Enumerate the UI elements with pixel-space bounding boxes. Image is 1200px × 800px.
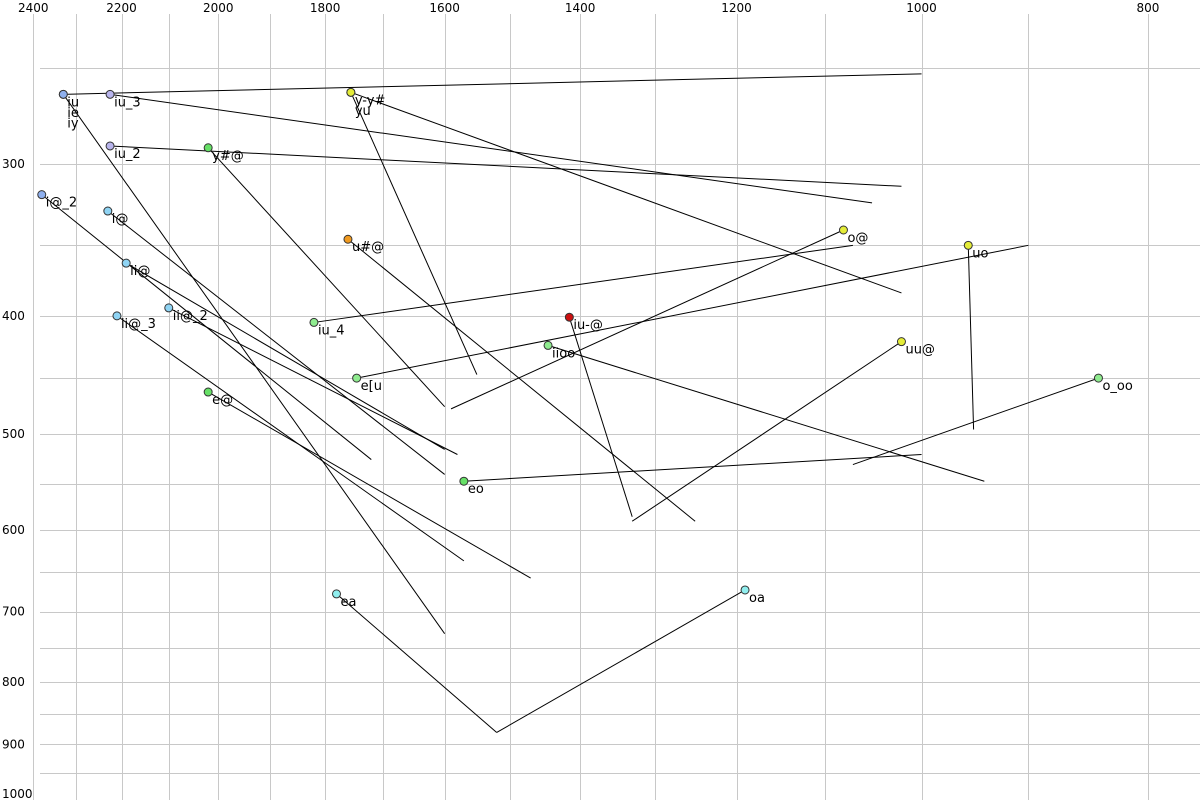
vowel-label: o_oo <box>1102 379 1132 394</box>
vowel-label: oa <box>749 591 765 606</box>
vowel-point <box>203 387 213 397</box>
trajectory-line <box>547 344 985 482</box>
trajectory-line <box>207 391 531 579</box>
trajectory-line <box>568 317 633 517</box>
vowel-label: iu_3 <box>114 95 141 110</box>
vowel-point <box>105 141 115 151</box>
y-tick-label: 300 <box>2 157 25 171</box>
vowel-point <box>838 225 848 235</box>
vowel-label: u#@ <box>352 240 384 255</box>
trajectory-line <box>496 589 746 733</box>
vowel-point <box>121 258 131 268</box>
vowel-point <box>58 89 68 99</box>
vowel-point <box>309 317 319 327</box>
vowel-label: y-y# yu <box>355 93 386 119</box>
x-tick-label: 1600 <box>429 1 460 15</box>
trajectory-line <box>356 244 1029 379</box>
vowel-label: uo <box>972 246 988 261</box>
trajectory-line <box>350 92 478 375</box>
trajectories <box>41 73 1099 733</box>
y-tick-label: 900 <box>2 737 25 751</box>
vowel-label: e[u <box>361 379 382 394</box>
vowel-point <box>112 311 122 321</box>
trajectory-line <box>350 91 902 294</box>
vowel-label: iu_4 <box>318 323 345 338</box>
vowel-point <box>352 373 362 383</box>
trajectory-line <box>63 73 922 95</box>
vowel-label: eo <box>468 482 484 497</box>
trajectory-line <box>631 341 902 522</box>
x-tick-label: 1800 <box>310 1 341 15</box>
trajectory-line <box>207 147 446 408</box>
vowel-label: iu ie iy <box>67 95 79 131</box>
vowel-label: ii@_3 <box>121 317 156 332</box>
trajectory-line <box>463 453 922 482</box>
trajectory-line <box>125 262 445 450</box>
vowel-label: iioo <box>552 346 575 361</box>
vowel-points <box>37 87 1103 599</box>
grid-lines <box>33 14 1200 800</box>
trajectory-line <box>450 229 844 410</box>
y-tick-label: 800 <box>2 675 25 689</box>
vowel-label: ii@_2 <box>173 309 208 324</box>
x-tick-label: 1200 <box>721 1 752 15</box>
vowel-point <box>459 476 469 486</box>
x-tick-label: 1000 <box>906 1 937 15</box>
x-tick-label: 2200 <box>106 1 137 15</box>
x-tick-label: 2400 <box>18 1 49 15</box>
trajectory-line <box>107 210 445 475</box>
vowel-point <box>203 143 213 153</box>
vowel-point <box>105 89 115 99</box>
trajectory-line <box>110 145 902 187</box>
vowel-label: ea <box>340 595 356 610</box>
vowel-labels: iu ie iy iu_3 iu_2 i@_2 i@ ii@ ii@_2 ii@_3 e@ y#@ y-… <box>46 93 1133 610</box>
vowel-label: uu@ <box>905 343 934 358</box>
vowel-point <box>164 303 174 313</box>
x-tick-label: 800 <box>1137 1 1160 15</box>
vowel-point <box>37 190 47 200</box>
y-tick-label: 600 <box>2 523 25 537</box>
trajectory-line <box>967 245 975 430</box>
vowel-label: y#@ <box>212 149 244 164</box>
y-tick-label: 1000 <box>2 787 33 800</box>
vowel-label: ii@ <box>130 264 150 279</box>
trajectory-line <box>62 94 446 635</box>
trajectory-line <box>110 93 873 204</box>
vowel-point <box>331 589 341 599</box>
trajectory-line <box>168 307 458 455</box>
vowel-point <box>543 340 553 350</box>
vowel-label: o@ <box>847 231 868 246</box>
vowel-label: e@ <box>212 393 233 408</box>
x-tick-label: 1400 <box>565 1 596 15</box>
trajectory-line <box>336 593 498 733</box>
vowel-label: iu-@ <box>573 318 603 333</box>
vowel-point <box>564 312 574 322</box>
y-tick-label: 700 <box>2 605 25 619</box>
vowel-point <box>103 206 113 216</box>
trajectory-line <box>852 377 1099 466</box>
vowel-point <box>963 240 973 250</box>
vowel-point <box>343 234 353 244</box>
vowel-point <box>896 337 906 347</box>
trajectory-line <box>347 238 696 522</box>
vowel-label: i@_2 <box>46 196 77 211</box>
axis-ticks: 2400 2200 2000 1800 1600 1400 1200 1000 800 300 40… <box>2 1 1159 800</box>
y-tick-label: 400 <box>2 309 25 323</box>
trajectory-line <box>313 244 853 323</box>
vowel-label: iu_2 <box>114 147 141 162</box>
vowel-point <box>346 87 356 97</box>
vowel-point <box>1093 373 1103 383</box>
vowel-label: i@ <box>112 212 129 227</box>
x-tick-label: 2000 <box>203 1 234 15</box>
trajectory-line <box>116 315 465 562</box>
vowel-point <box>740 585 750 595</box>
y-tick-label: 500 <box>2 427 25 441</box>
